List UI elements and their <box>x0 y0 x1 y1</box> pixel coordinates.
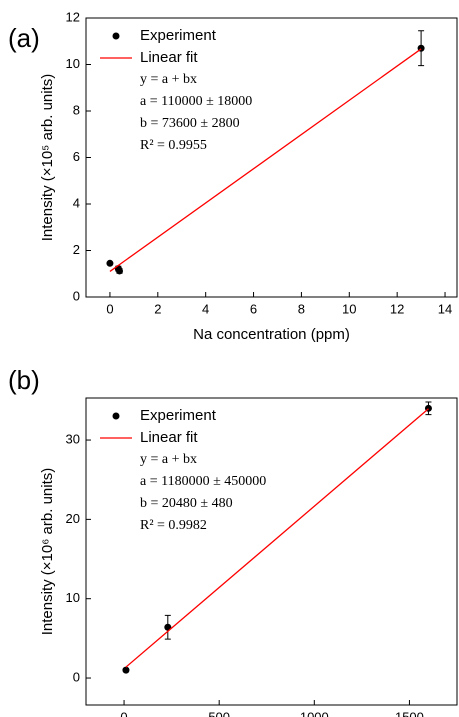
y-tick-label: 6 <box>73 149 80 164</box>
y-tick-label: 20 <box>66 511 80 526</box>
panel-label: (b) <box>8 365 40 395</box>
legend-label: Experiment <box>140 27 217 44</box>
x-tick-label: 0 <box>106 301 113 316</box>
legend-label: Experiment <box>140 407 217 424</box>
data-point <box>122 666 130 674</box>
annotation: a = 1180000 ± 450000 <box>140 474 266 489</box>
data-point <box>106 259 114 267</box>
annotation: R² = 0.9982 <box>140 518 207 533</box>
y-tick-label: 0 <box>73 669 80 684</box>
plot-frame <box>85 397 458 706</box>
x-tick-label: 1500 <box>395 709 424 717</box>
x-tick-label: 14 <box>438 301 452 316</box>
y-axis-label: Intensity (×10⁶ arb. units) <box>39 468 56 636</box>
x-axis-label: Na concentration (ppm) <box>193 326 350 343</box>
x-tick-label: 0 <box>120 709 127 717</box>
legend-marker <box>112 32 120 40</box>
y-tick-label: 10 <box>66 56 80 71</box>
x-tick-label: 4 <box>202 301 209 316</box>
annotation: b = 73600 ± 2800 <box>140 116 240 131</box>
y-axis-label: Intensity (×10⁵ arb. units) <box>39 74 56 242</box>
y-tick-label: 8 <box>73 102 80 117</box>
legend-label: Linear fit <box>140 429 198 446</box>
y-tick-label: 2 <box>73 242 80 257</box>
x-tick-label: 8 <box>298 301 305 316</box>
panel-label: (a) <box>8 23 40 53</box>
x-tick-label: 1000 <box>300 709 329 717</box>
data-point <box>116 267 124 275</box>
y-tick-label: 30 <box>66 431 80 446</box>
fit-line <box>109 48 422 272</box>
x-tick-label: 10 <box>342 301 356 316</box>
legend-label: Linear fit <box>140 49 198 66</box>
x-tick-label: 500 <box>208 709 230 717</box>
x-tick-label: 12 <box>390 301 404 316</box>
annotation: b = 20480 ± 480 <box>140 496 233 511</box>
y-tick-label: 0 <box>73 288 80 303</box>
y-tick-label: 10 <box>66 590 80 605</box>
legend-marker <box>112 412 120 420</box>
annotation: y = a + bx <box>140 452 197 467</box>
annotation: R² = 0.9955 <box>140 138 207 153</box>
y-tick-label: 4 <box>73 195 80 210</box>
annotation: a = 110000 ± 18000 <box>140 94 252 109</box>
fit-line <box>125 408 429 668</box>
y-tick-label: 12 <box>66 9 80 24</box>
x-tick-label: 6 <box>250 301 257 316</box>
x-tick-label: 2 <box>154 301 161 316</box>
annotation: y = a + bx <box>140 72 197 87</box>
